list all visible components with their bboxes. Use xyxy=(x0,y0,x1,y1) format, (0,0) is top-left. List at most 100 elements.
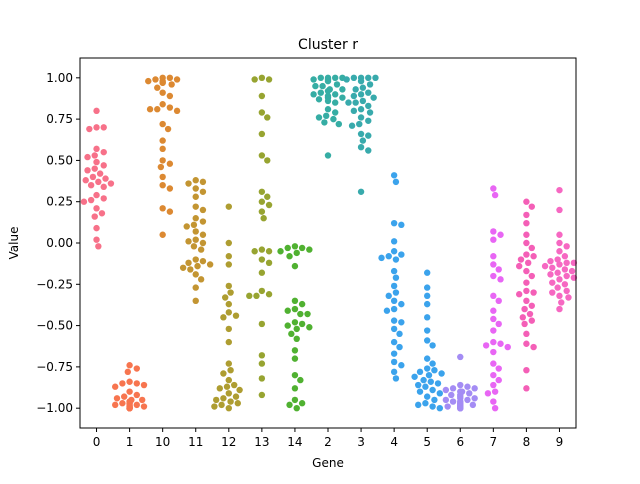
data-point xyxy=(159,231,166,238)
data-point xyxy=(390,297,398,305)
data-point xyxy=(100,148,107,156)
data-point xyxy=(317,74,324,82)
data-point xyxy=(530,253,537,260)
data-point xyxy=(464,396,471,404)
data-point xyxy=(490,338,497,346)
data-point xyxy=(265,76,273,83)
data-point xyxy=(102,175,109,182)
data-point xyxy=(93,205,100,212)
data-point xyxy=(547,257,554,265)
data-point xyxy=(490,185,497,192)
data-point xyxy=(225,239,232,247)
data-point xyxy=(516,262,523,270)
data-point xyxy=(398,362,405,369)
data-point xyxy=(547,271,554,278)
series-1 xyxy=(112,362,148,412)
data-point xyxy=(390,317,398,324)
data-point xyxy=(232,312,240,319)
data-point xyxy=(415,401,422,409)
x-tick-label: 0 xyxy=(93,435,101,449)
data-point xyxy=(332,99,339,106)
data-point xyxy=(390,267,398,275)
data-point xyxy=(225,338,232,346)
data-point xyxy=(306,324,313,331)
data-point xyxy=(225,404,232,412)
data-point xyxy=(528,203,535,210)
data-point xyxy=(370,94,377,101)
data-point xyxy=(482,342,490,349)
data-point xyxy=(424,292,431,300)
data-point xyxy=(253,292,260,300)
data-point xyxy=(124,368,131,376)
data-point xyxy=(93,158,100,166)
data-point xyxy=(166,104,174,111)
data-point xyxy=(304,310,311,318)
data-point xyxy=(523,231,530,238)
data-point xyxy=(554,269,561,276)
data-point xyxy=(491,191,499,199)
data-point xyxy=(107,180,115,187)
data-point xyxy=(390,338,398,346)
data-point xyxy=(491,388,499,395)
data-point xyxy=(491,404,499,412)
data-point xyxy=(231,381,238,389)
data-point xyxy=(390,238,398,245)
data-point xyxy=(258,130,266,138)
data-point xyxy=(91,213,98,220)
y-tick-label: −0.75 xyxy=(36,360,73,374)
data-point xyxy=(422,383,429,390)
y-tick-label: 1.00 xyxy=(46,71,73,85)
data-point xyxy=(495,376,502,384)
series-14 xyxy=(277,243,313,412)
data-point xyxy=(497,231,504,238)
data-point xyxy=(258,375,266,382)
data-point xyxy=(528,244,535,252)
data-point xyxy=(168,81,175,88)
data-point xyxy=(563,243,570,250)
y-tick-label: −0.25 xyxy=(36,277,73,291)
data-point xyxy=(526,310,534,318)
data-point xyxy=(159,181,166,189)
data-point xyxy=(225,360,232,367)
data-point xyxy=(556,239,563,247)
data-point xyxy=(251,248,258,255)
data-point xyxy=(298,300,306,308)
data-point xyxy=(291,243,299,250)
series-5 xyxy=(411,269,445,412)
data-point xyxy=(504,343,511,351)
data-point xyxy=(192,215,199,222)
data-point xyxy=(561,253,569,260)
series-13 xyxy=(246,74,273,399)
data-point xyxy=(516,291,523,298)
data-point xyxy=(140,381,148,389)
data-point xyxy=(365,132,372,139)
data-point xyxy=(366,109,374,116)
data-point xyxy=(166,74,174,82)
data-point xyxy=(264,114,271,121)
data-point xyxy=(246,292,253,300)
data-point xyxy=(350,74,358,82)
data-point xyxy=(173,76,181,83)
data-point xyxy=(227,289,234,296)
data-point xyxy=(291,319,299,326)
data-point xyxy=(187,266,194,273)
data-point xyxy=(372,74,379,82)
x-tick-label: 10 xyxy=(155,435,170,449)
data-point xyxy=(427,378,434,385)
data-point xyxy=(356,120,363,128)
data-point xyxy=(490,315,497,323)
data-point xyxy=(121,393,128,400)
data-point xyxy=(442,386,450,394)
y-tick-label: −0.50 xyxy=(36,319,73,333)
x-tick-label: 5 xyxy=(423,435,431,449)
data-point xyxy=(554,256,561,263)
data-point xyxy=(396,330,403,338)
data-point xyxy=(133,380,140,387)
data-point xyxy=(324,87,332,95)
data-point xyxy=(521,320,528,328)
data-point xyxy=(490,371,497,379)
data-point xyxy=(291,262,299,270)
data-point xyxy=(166,208,174,215)
data-point xyxy=(469,401,477,409)
